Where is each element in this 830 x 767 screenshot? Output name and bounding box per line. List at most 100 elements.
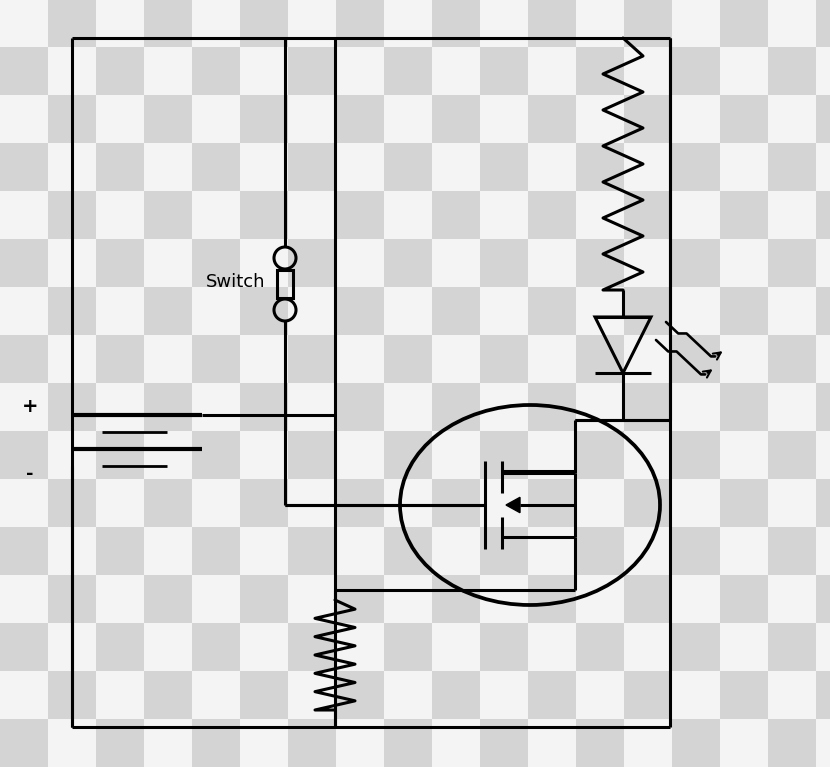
Bar — [432, 575, 480, 623]
Bar — [0, 143, 48, 191]
Bar — [0, 287, 48, 335]
Bar — [144, 719, 192, 767]
Bar — [432, 47, 480, 95]
Bar — [240, 383, 288, 431]
Bar — [0, 527, 48, 575]
Bar — [96, 479, 144, 527]
Bar — [240, 671, 288, 719]
Bar — [672, 575, 720, 623]
Bar — [48, 623, 96, 671]
Bar — [672, 671, 720, 719]
Bar — [576, 287, 624, 335]
Bar — [480, 95, 528, 143]
Bar — [288, 671, 336, 719]
Bar — [528, 95, 576, 143]
Bar — [528, 191, 576, 239]
Bar — [0, 623, 48, 671]
Bar — [816, 191, 830, 239]
Bar — [768, 191, 816, 239]
Bar — [576, 479, 624, 527]
Bar — [384, 287, 432, 335]
Bar — [528, 671, 576, 719]
Bar — [48, 527, 96, 575]
Bar — [48, 479, 96, 527]
Bar — [768, 239, 816, 287]
Bar — [480, 671, 528, 719]
Bar — [48, 287, 96, 335]
Bar — [768, 671, 816, 719]
Bar — [624, 623, 672, 671]
Bar — [624, 479, 672, 527]
Bar — [816, 47, 830, 95]
Bar — [672, 239, 720, 287]
Bar — [288, 335, 336, 383]
Bar — [384, 143, 432, 191]
Bar — [0, 719, 48, 767]
Bar — [384, 479, 432, 527]
Bar — [144, 95, 192, 143]
Bar — [96, 239, 144, 287]
Bar — [576, 719, 624, 767]
Bar — [192, 431, 240, 479]
Bar — [192, 575, 240, 623]
Bar — [480, 0, 528, 47]
Bar — [240, 623, 288, 671]
Bar — [528, 575, 576, 623]
Bar — [0, 431, 48, 479]
Bar — [192, 47, 240, 95]
Bar — [672, 431, 720, 479]
Bar — [768, 335, 816, 383]
Bar — [96, 671, 144, 719]
Bar — [624, 335, 672, 383]
Bar — [384, 95, 432, 143]
Bar — [576, 527, 624, 575]
Bar — [528, 287, 576, 335]
Bar — [672, 479, 720, 527]
Bar — [96, 719, 144, 767]
Bar — [480, 335, 528, 383]
Bar — [144, 191, 192, 239]
Bar — [336, 719, 384, 767]
Bar — [0, 335, 48, 383]
Bar — [768, 527, 816, 575]
Bar — [144, 47, 192, 95]
Bar — [576, 623, 624, 671]
Bar — [480, 719, 528, 767]
Bar — [48, 335, 96, 383]
Bar — [768, 287, 816, 335]
Bar — [624, 95, 672, 143]
Bar — [672, 191, 720, 239]
Bar — [816, 143, 830, 191]
Bar — [816, 239, 830, 287]
Bar — [720, 239, 768, 287]
Bar — [0, 383, 48, 431]
Bar — [624, 191, 672, 239]
Bar — [720, 335, 768, 383]
Bar — [384, 335, 432, 383]
Bar — [480, 287, 528, 335]
Bar — [480, 47, 528, 95]
Bar — [576, 143, 624, 191]
Bar — [288, 95, 336, 143]
Bar — [672, 719, 720, 767]
Bar — [480, 479, 528, 527]
Bar — [192, 0, 240, 47]
Bar — [672, 383, 720, 431]
Bar — [480, 623, 528, 671]
Bar — [720, 719, 768, 767]
Bar — [288, 143, 336, 191]
Bar — [576, 383, 624, 431]
Bar — [144, 287, 192, 335]
Bar — [528, 239, 576, 287]
Bar — [48, 143, 96, 191]
Bar — [528, 431, 576, 479]
Bar — [576, 191, 624, 239]
Bar — [576, 95, 624, 143]
Bar — [288, 575, 336, 623]
Bar — [96, 527, 144, 575]
Bar — [384, 527, 432, 575]
Bar — [96, 383, 144, 431]
Bar — [288, 719, 336, 767]
Bar — [336, 143, 384, 191]
Bar — [48, 0, 96, 47]
